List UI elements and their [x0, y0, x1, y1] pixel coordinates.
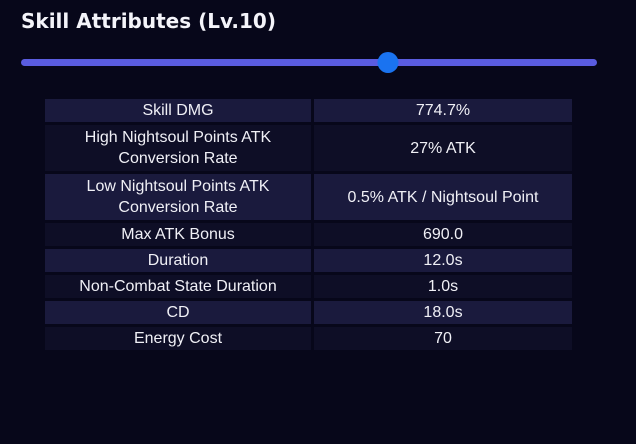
- level-slider[interactable]: [21, 52, 597, 73]
- table-row: CD 18.0s: [45, 301, 572, 324]
- attribute-value: 1.0s: [314, 275, 572, 298]
- attribute-value: 690.0: [314, 223, 572, 246]
- attribute-label: Max ATK Bonus: [45, 223, 311, 246]
- attribute-value: 0.5% ATK / Nightsoul Point: [314, 174, 572, 220]
- attribute-value: 27% ATK: [314, 125, 572, 171]
- attribute-value: 774.7%: [314, 99, 572, 122]
- attribute-label: Energy Cost: [45, 327, 311, 350]
- table-row: High Nightsoul Points ATK Conversion Rat…: [45, 125, 572, 171]
- table-row: Low Nightsoul Points ATK Conversion Rate…: [45, 174, 572, 220]
- attribute-value: 18.0s: [314, 301, 572, 324]
- table-row: Energy Cost 70: [45, 327, 572, 350]
- slider-track[interactable]: [21, 59, 597, 66]
- attribute-label: High Nightsoul Points ATK Conversion Rat…: [45, 125, 311, 171]
- table-row: Max ATK Bonus 690.0: [45, 223, 572, 246]
- attribute-label: Duration: [45, 249, 311, 272]
- attribute-value: 12.0s: [314, 249, 572, 272]
- page-title: Skill Attributes (Lv.10): [21, 9, 276, 33]
- attribute-label: Non-Combat State Duration: [45, 275, 311, 298]
- attribute-label: Skill DMG: [45, 99, 311, 122]
- table-row: Non-Combat State Duration 1.0s: [45, 275, 572, 298]
- attribute-value: 70: [314, 327, 572, 350]
- attributes-table: Skill DMG 774.7% High Nightsoul Points A…: [42, 96, 575, 353]
- slider-thumb[interactable]: [377, 52, 399, 73]
- attribute-label: CD: [45, 301, 311, 324]
- table-row: Duration 12.0s: [45, 249, 572, 272]
- attribute-label: Low Nightsoul Points ATK Conversion Rate: [45, 174, 311, 220]
- table-row: Skill DMG 774.7%: [45, 99, 572, 122]
